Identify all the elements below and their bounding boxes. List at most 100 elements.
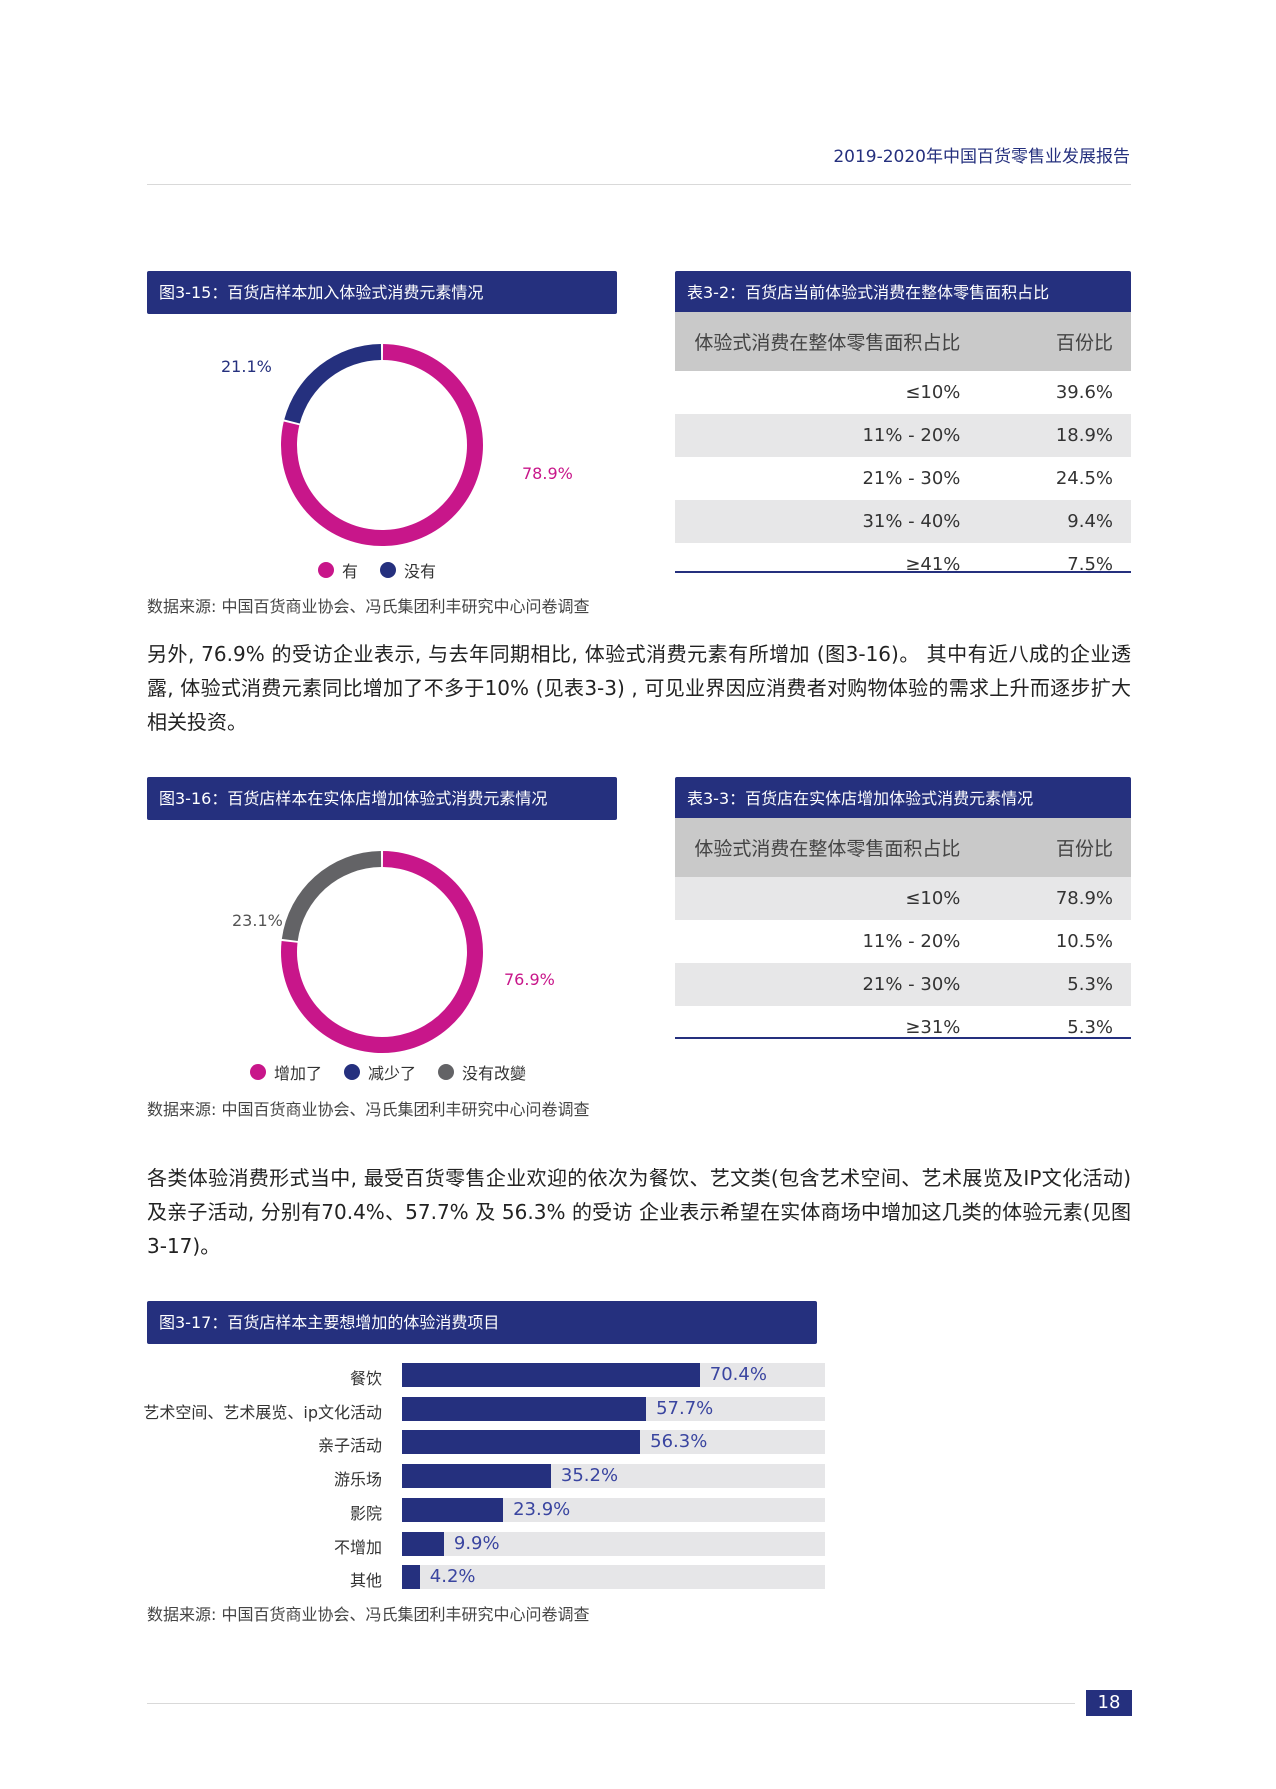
page-number: 18 [1086, 1690, 1132, 1716]
fig317-category-label: 不增加 [333, 1537, 382, 1557]
table-row: 11% - 20% 18.9% [675, 414, 1131, 457]
tbl32-bottom-rule [675, 571, 1131, 573]
fig315-slice-1 [284, 344, 382, 424]
tbl32-header-percent: 百份比 [960, 312, 1131, 371]
fig317-bar [402, 1464, 551, 1489]
legend-label-decreased: 减少了 [368, 1064, 417, 1083]
tbl32-cell-range: 31% - 40% [675, 500, 961, 543]
header-divider [147, 184, 1131, 185]
fig317-bar [402, 1363, 700, 1387]
fig317-bar-track: 9.9% [402, 1531, 825, 1556]
fig317-title: 图3-17：百货店样本主要想增加的体验消费项目 [147, 1301, 817, 1344]
fig315-label-no: 21.1% [221, 357, 272, 376]
legend-label-unchanged: 没有改變 [462, 1064, 527, 1083]
tbl33-cell-range: ≤10% [675, 877, 961, 920]
fig315-label-yes: 78.9% [522, 464, 573, 483]
fig317-bar-value: 4.2% [429, 1566, 476, 1588]
tbl33-cell-range: 21% - 30% [675, 963, 961, 1006]
tbl33-title: 表3-3：百货店在实体店增加体验式消费元素情况 [675, 777, 1131, 820]
table-row: 31% - 40% 9.4% [675, 500, 1131, 543]
table-row: ≥41% 7.5% [675, 543, 1131, 586]
legend-item-no: 没有 [380, 558, 436, 582]
legend-label-yes: 有 [342, 562, 359, 581]
fig317-source: 数据来源: 中国百货商业协会、冯氏集团利丰研究中心问卷调查 [147, 1605, 590, 1624]
table-row: 21% - 30% 24.5% [675, 457, 1131, 500]
tbl33-header-range: 体验式消费在整体零售面积占比 [675, 818, 961, 877]
fig317-category-label: 影院 [349, 1503, 382, 1523]
tbl33-cell-percent: 10.5% [1055, 931, 1113, 952]
tbl33-header-row: 体验式消费在整体零售面积占比 百份比 [675, 818, 1131, 877]
legend-swatch-increased [250, 1064, 266, 1080]
tbl33-table: 体验式消费在整体零售面积占比 百份比 ≤10% 78.9% 11% - 20% 10… [675, 818, 1131, 1049]
tbl32-title: 表3-2：百货店当前体验式消费在整体零售面积占比 [675, 271, 1131, 314]
fig317-bar-value: 35.2% [560, 1465, 619, 1487]
fig317-category-label: 其他 [349, 1571, 382, 1591]
fig317-bar [402, 1497, 504, 1522]
tbl33-cell-percent: 5.3% [960, 963, 1131, 1006]
tbl33-bottom-rule [675, 1037, 1131, 1039]
table-row: ≥31% 5.3% [675, 1006, 1131, 1049]
tbl32-cell-range: ≥41% [905, 554, 961, 575]
fig317-bar-value: 23.9% [513, 1498, 571, 1520]
legend-item-increased: 增加了 [250, 1060, 322, 1084]
fig316-label-unchanged: 23.1% [232, 911, 283, 930]
fig317-category-label: 艺术空间、艺术展览、ip文化活动 [143, 1402, 382, 1422]
tbl32-cell-range: 11% - 20% [675, 414, 961, 457]
fig317-bar-chart: 餐饮 70.4% 艺术空间、艺术展览、ip文化活动 57.7% 亲子活动 56.3% 游乐场… [112, 1363, 825, 1593]
fig317-bar-value: 70.4% [709, 1364, 767, 1385]
tbl33-header-percent: 百份比 [960, 818, 1131, 877]
legend-swatch-no [380, 562, 397, 578]
fig316-source: 数据来源: 中国百货商业协会、冯氏集团利丰研究中心问卷调查 [147, 1100, 590, 1119]
legend-label-increased: 增加了 [274, 1064, 323, 1083]
tbl32-cell-percent: 39.6% [1055, 382, 1113, 403]
table-row: 21% - 30% 5.3% [675, 963, 1131, 1006]
fig317-bar [402, 1531, 444, 1556]
fig317-bar-track: 57.7% [402, 1396, 825, 1421]
tbl32-cell-range: ≤10% [905, 382, 961, 403]
legend-item-decreased: 减少了 [344, 1060, 416, 1084]
tbl32-cell-range: 21% - 30% [862, 468, 961, 489]
tbl33-cell-range: ≥31% [905, 1017, 961, 1038]
fig317-bar-value: 56.3% [650, 1431, 708, 1453]
table-row: ≤10% 78.9% [675, 877, 1131, 920]
fig317-bar-track: 35.2% [402, 1464, 825, 1489]
fig315-title: 图3-15：百货店样本加入体验式消费元素情况 [147, 271, 617, 314]
fig315-legend: 有 没有 [318, 558, 458, 582]
fig317-bar-track: 70.4% [402, 1363, 825, 1387]
fig316-legend: 增加了 减少了 没有改變 [250, 1060, 548, 1084]
tbl33-cell-range: 11% - 20% [862, 931, 961, 952]
tbl33-cell-percent: 5.3% [1067, 1017, 1113, 1038]
fig317-bar-track: 4.2% [402, 1565, 825, 1590]
body-paragraph-2: 各类体验消费形式当中, 最受百货零售企业欢迎的依次为餐饮、艺文类(包含艺术空间、… [147, 1166, 1131, 1258]
fig317-category-label: 游乐场 [333, 1470, 382, 1490]
fig316-label-increased: 76.9% [504, 970, 555, 989]
fig316-slice-2 [281, 851, 382, 941]
tbl32-header-row: 体验式消费在整体零售面积占比 百份比 [675, 312, 1131, 371]
fig317-bar [402, 1430, 641, 1455]
fig316-title: 图3-16：百货店样本在实体店增加体验式消费元素情况 [147, 777, 617, 820]
legend-swatch-decreased [344, 1064, 361, 1080]
fig316-donut-chart [281, 851, 483, 1053]
tbl32-cell-percent: 9.4% [960, 500, 1131, 543]
legend-swatch-unchanged [438, 1064, 455, 1080]
tbl32-header-range: 体验式消费在整体零售面积占比 [675, 312, 961, 371]
tbl32-cell-percent: 7.5% [1067, 554, 1113, 575]
report-title: 2019-2020年中国百货零售业发展报告 [833, 147, 1130, 167]
fig317-bar-value: 57.7% [656, 1397, 714, 1419]
fig317-category-label: 亲子活动 [317, 1436, 382, 1456]
fig317-bar-value: 9.9% [453, 1532, 500, 1554]
tbl33-cell-percent: 78.9% [960, 877, 1131, 920]
tbl32-table: 体验式消费在整体零售面积占比 百份比 ≤10% 39.6% 11% - 20% 18… [675, 312, 1131, 586]
fig317-bar-track: 56.3% [402, 1430, 825, 1455]
body-paragraph-1: 另外, 76.9% 的受访企业表示, 与去年同期相比, 体验式消费元素有所增加 … [147, 642, 1131, 734]
fig317-bar-track: 23.9% [402, 1497, 825, 1522]
legend-item-yes: 有 [318, 558, 358, 582]
tbl32-cell-percent: 24.5% [1055, 468, 1113, 489]
legend-swatch-yes [318, 562, 334, 578]
legend-item-unchanged: 没有改變 [438, 1060, 526, 1084]
table-row: 11% - 20% 10.5% [675, 920, 1131, 963]
fig317-category-label: 餐饮 [349, 1369, 382, 1388]
fig317-bar [402, 1396, 647, 1421]
fig315-source: 数据来源: 中国百货商业协会、冯氏集团利丰研究中心问卷调查 [147, 597, 590, 616]
fig317-bar [402, 1565, 420, 1590]
